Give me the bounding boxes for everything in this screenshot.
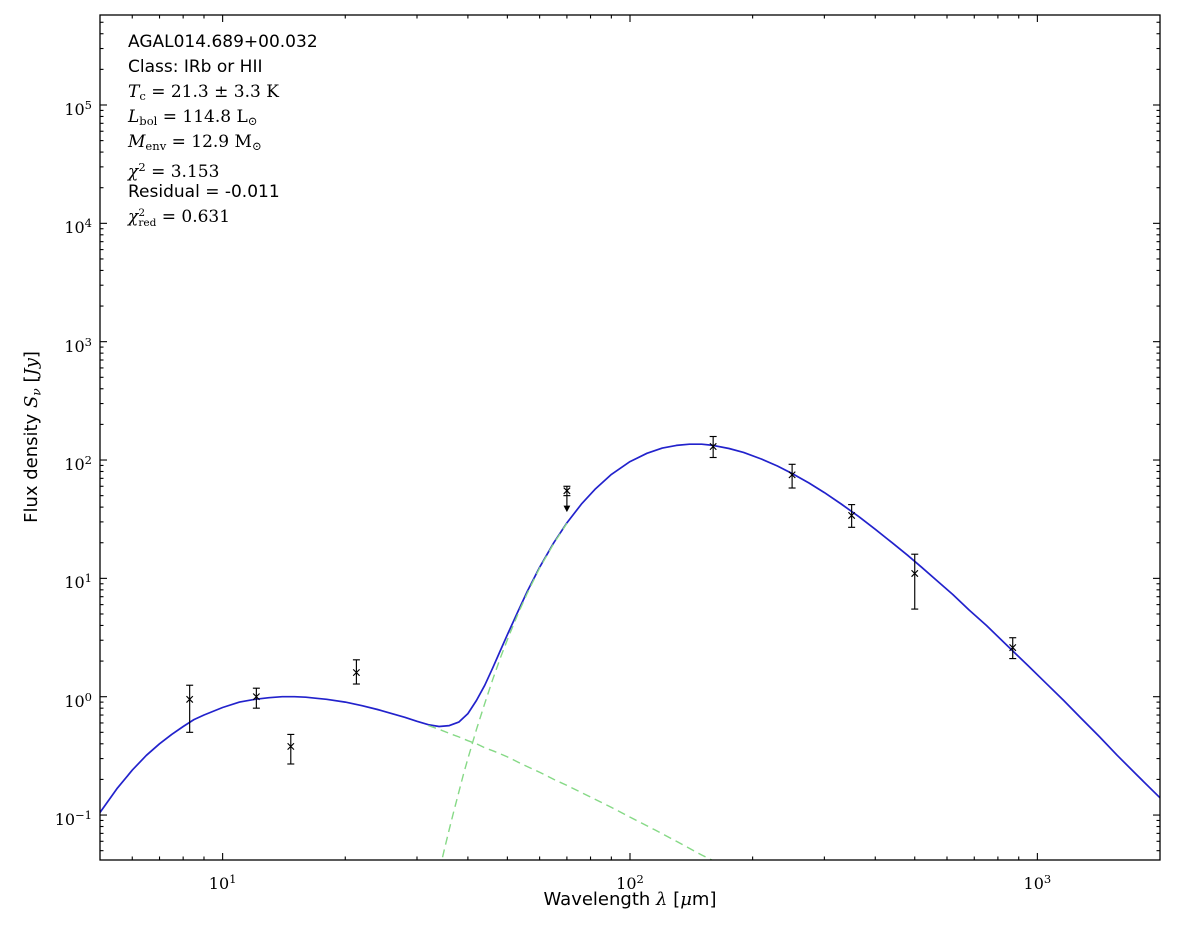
text-segment: bol bbox=[139, 114, 158, 129]
sup-sub-stack: 2 red bbox=[138, 206, 157, 230]
text-segment: ⊙ bbox=[247, 114, 258, 129]
model-curves-group bbox=[100, 443, 1160, 860]
text-segment: = 12.9 M bbox=[166, 132, 252, 152]
text-segment: μ bbox=[680, 889, 692, 910]
text-segment: = 3.153 bbox=[145, 161, 220, 182]
x-marker bbox=[563, 487, 571, 495]
y-tick-label: 10−1 bbox=[54, 808, 92, 829]
y-tick-label: 103 bbox=[64, 334, 92, 356]
x-marker bbox=[287, 742, 295, 751]
text-segment: ] bbox=[21, 351, 42, 359]
annotation-source-class: Class: IRb or HII bbox=[128, 55, 318, 80]
text-segment: Jy bbox=[21, 358, 42, 376]
x-tick-label: 101 bbox=[208, 872, 237, 893]
data-point bbox=[911, 553, 919, 610]
text-segment: T bbox=[128, 82, 140, 102]
x-marker bbox=[848, 511, 856, 520]
text-segment: [ bbox=[667, 889, 681, 910]
data-point bbox=[848, 504, 856, 528]
text-segment: Flux density bbox=[21, 408, 42, 523]
y-tick-label: 100 bbox=[64, 689, 92, 711]
x-axis-label: Wavelength λ [μm] bbox=[430, 889, 830, 910]
text-segment: L bbox=[128, 107, 140, 127]
text-segment: M bbox=[128, 132, 146, 152]
annotation-source-name: AGAL014.689+00.032 bbox=[128, 30, 318, 55]
x-marker bbox=[911, 569, 919, 578]
text-segment: AGAL014.689+00.032 bbox=[128, 32, 318, 52]
data-point bbox=[563, 485, 571, 513]
text-segment: = 0.631 bbox=[156, 207, 231, 227]
x-marker bbox=[1009, 643, 1017, 652]
text-segment: λ bbox=[656, 889, 668, 910]
total-model-curve bbox=[100, 443, 1160, 813]
upper-limit-arrowhead bbox=[563, 505, 571, 513]
annotation-chi-squared: χ2 = 3.153 bbox=[128, 155, 318, 182]
text-segment: χ bbox=[128, 207, 139, 227]
annotation-residual: Residual = -0.011 bbox=[128, 180, 318, 205]
warm-component-curve bbox=[428, 724, 714, 860]
text-segment: Residual = -0.011 bbox=[128, 182, 280, 202]
y-tick-label: 105 bbox=[64, 97, 92, 119]
ticks-group bbox=[100, 15, 1160, 860]
x-tick-label: 103 bbox=[1023, 872, 1052, 893]
text-segment: S bbox=[21, 395, 42, 409]
y-axis-label: Flux density Sν [Jy] bbox=[21, 257, 47, 617]
text-segment: ⊙ bbox=[251, 139, 262, 154]
text-segment: m] bbox=[691, 889, 717, 910]
text-segment: [ bbox=[21, 375, 42, 389]
y-tick-label: 101 bbox=[64, 571, 92, 593]
text-segment: Wavelength bbox=[543, 889, 657, 910]
text-segment: Class: IRb or HII bbox=[128, 57, 263, 77]
data-point bbox=[1009, 637, 1017, 660]
x-tick-label: 102 bbox=[616, 872, 644, 893]
data-point bbox=[709, 435, 717, 459]
text-segment: c bbox=[139, 89, 146, 104]
x-marker bbox=[186, 695, 194, 703]
text-segment: env bbox=[145, 139, 167, 154]
data-points-group bbox=[186, 435, 1017, 765]
x-marker bbox=[352, 668, 361, 677]
y-tick-label: 104 bbox=[64, 216, 92, 238]
data-point bbox=[287, 733, 295, 765]
data-point bbox=[788, 463, 796, 489]
data-point bbox=[352, 659, 361, 685]
x-marker bbox=[252, 693, 260, 701]
text-segment: 2 bbox=[138, 160, 146, 174]
fit-parameters-annotation: AGAL014.689+00.032 Class: IRb or HII Tc = … bbox=[128, 30, 318, 230]
x-marker bbox=[788, 471, 796, 479]
annotation-envelope-mass: Menv = 12.9 M⊙ bbox=[128, 130, 318, 155]
x-marker bbox=[709, 442, 717, 451]
text-segment: ν bbox=[29, 388, 44, 396]
data-point bbox=[186, 684, 194, 733]
annotation-reduced-chi-squared: χ 2 red = 0.631 bbox=[128, 205, 318, 230]
text-segment: = 21.3 ± 3.3 K bbox=[145, 82, 279, 102]
annotation-dust-temperature: Tc = 21.3 ± 3.3 K bbox=[128, 80, 318, 105]
annotation-bolometric-luminosity: Lbol = 114.8 L⊙ bbox=[128, 105, 318, 130]
y-tick-label: 102 bbox=[64, 453, 92, 474]
text-segment: χ bbox=[128, 161, 139, 182]
data-point bbox=[252, 687, 260, 709]
text-segment: = 114.8 L bbox=[157, 107, 248, 127]
cold-component-curve bbox=[441, 522, 568, 860]
